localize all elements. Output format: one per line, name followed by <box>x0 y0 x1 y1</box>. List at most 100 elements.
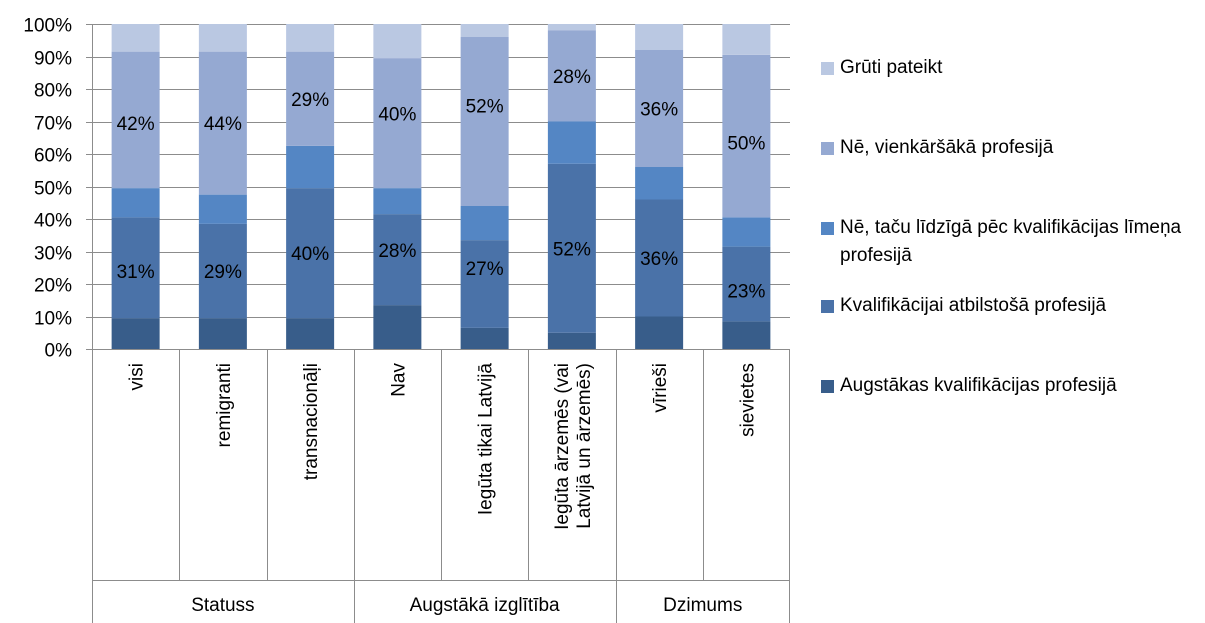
legend-label: Nē, vienkāršākā profesijā <box>840 137 1054 158</box>
category-label-line: Iegūta ārzemēs (vai <box>552 363 573 530</box>
bar-segment <box>198 194 247 224</box>
bar-segment <box>373 305 422 349</box>
bar-segment <box>198 51 247 195</box>
category-label-line: remigranti <box>214 363 235 447</box>
bar-segment <box>460 327 509 349</box>
y-tick-label: 0% <box>45 341 73 362</box>
category-label: Iegūta ārzemēs (vaiLatvijā un ārzemēs) <box>552 363 595 530</box>
bar-segment <box>373 214 422 306</box>
category-label: transnacionāļi <box>301 363 322 480</box>
y-tick-label: 30% <box>34 244 72 265</box>
legend-swatch <box>821 62 834 75</box>
y-tick-label: 50% <box>34 179 72 200</box>
category-label: visi <box>127 363 148 390</box>
bar-segment <box>460 206 509 241</box>
stacked-bar-chart: 31% 42% 29% 44% 40% 29% 28% 40% 27% 52% 52% 28% 36% 3… <box>23 16 790 623</box>
legend-swatch <box>821 142 834 155</box>
bar-segment <box>111 217 160 319</box>
data-label: 44% <box>204 114 242 135</box>
data-label: 36% <box>640 249 678 270</box>
group-label: Dzimums <box>663 595 742 616</box>
category-label-line: sievietes <box>737 363 758 437</box>
legend-item: Nē, taču līdzīgā pēc kvalifikācijas līme… <box>821 214 1200 270</box>
legend-item: Nē, vienkāršākā profesijā <box>821 134 1200 162</box>
data-label: 42% <box>117 114 155 135</box>
bar-segment <box>460 240 509 328</box>
category-label: Iegūta tikai Latvijā <box>476 363 497 516</box>
x-axis-groups: Statuss Augstākā izglītība Dzimums <box>191 595 742 616</box>
legend-swatch <box>821 380 834 393</box>
data-label: 29% <box>291 90 329 111</box>
data-label: 23% <box>727 282 765 303</box>
bar-segment <box>547 332 596 349</box>
y-tick-label: 70% <box>34 114 72 135</box>
y-tick-label: 40% <box>34 211 72 232</box>
bar-segment <box>635 50 684 167</box>
y-tick-label: 10% <box>34 309 72 330</box>
data-label: 31% <box>117 262 155 283</box>
legend-label: Nē, taču līdzīgā pēc kvalifikācijas līme… <box>840 217 1182 266</box>
data-label: 50% <box>727 134 765 155</box>
bars <box>111 24 771 349</box>
legend-item: Kvalifikācijai atbilstošā profesijā <box>821 292 1200 320</box>
category-label: Nav <box>388 363 409 397</box>
legend-item: Augstākas kvalifikācijas profesijā <box>821 372 1200 400</box>
legend-label: Grūti pateikt <box>840 57 943 78</box>
group-label: Augstākā izglītība <box>410 595 560 616</box>
bar-segment <box>722 321 771 349</box>
bar-segment <box>373 58 422 189</box>
data-label: 29% <box>204 262 242 283</box>
category-label-line: Iegūta tikai Latvijā <box>476 363 497 516</box>
data-labels: 31% 42% 29% 44% 40% 29% 28% 40% 27% 52% 52% 28% 36% 3… <box>117 67 766 303</box>
bar-segment <box>635 316 684 349</box>
category-label: sievietes <box>737 363 758 437</box>
bar-segment <box>635 167 684 200</box>
data-label: 52% <box>466 96 504 117</box>
data-label: 27% <box>466 259 504 280</box>
y-axis-ticks: 0% 10% 20% 30% 40% 50% 60% 70% 80% 90% 100% <box>23 16 72 362</box>
bar-segment <box>198 24 247 52</box>
bar-segment <box>373 188 422 215</box>
bar-segment <box>460 37 509 206</box>
data-label: 52% <box>553 239 591 260</box>
y-tick-label: 80% <box>34 81 72 102</box>
legend-item: Grūti pateikt <box>821 54 1200 82</box>
category-label-line: visi <box>127 363 148 390</box>
data-label: 40% <box>378 104 416 125</box>
bar-segment <box>198 223 247 319</box>
bar-segment <box>722 54 771 218</box>
bar-segment <box>286 188 335 319</box>
legend-swatch <box>821 222 834 235</box>
bar-segment <box>286 318 335 349</box>
data-label: 36% <box>640 100 678 121</box>
bar-segment <box>111 318 160 349</box>
category-label-line: vīrieši <box>650 363 671 413</box>
bar-segment <box>111 51 160 189</box>
bar-segment <box>286 145 335 189</box>
data-label: 28% <box>378 241 416 262</box>
gridlines <box>92 24 790 318</box>
group-label: Statuss <box>191 595 254 616</box>
category-label-line: Latvijā un ārzemēs) <box>574 363 595 529</box>
data-label: 40% <box>291 244 329 265</box>
legend-label: Augstākas kvalifikācijas profesijā <box>840 375 1117 396</box>
bar-segment <box>722 217 771 247</box>
y-tick-label: 60% <box>34 146 72 167</box>
category-label: remigranti <box>214 363 235 447</box>
bar-segment <box>547 121 596 164</box>
bar-segment <box>111 188 160 218</box>
bar-segment <box>547 24 596 31</box>
category-label-line: transnacionāļi <box>301 363 322 480</box>
x-axis-categories: visi remigranti transnacionāļi Nav Iegūta ti… <box>127 363 759 530</box>
bar-segment <box>635 24 684 50</box>
bar-segment <box>286 51 335 146</box>
bar-segment <box>635 199 684 317</box>
bar-segment <box>460 24 509 37</box>
bar-segment <box>111 24 160 52</box>
bar-segment <box>198 318 247 349</box>
axes <box>86 24 790 623</box>
bar-segment <box>547 163 596 333</box>
category-label-line: Nav <box>388 363 409 397</box>
bar-segment <box>373 24 422 59</box>
bar-segment <box>286 24 335 52</box>
